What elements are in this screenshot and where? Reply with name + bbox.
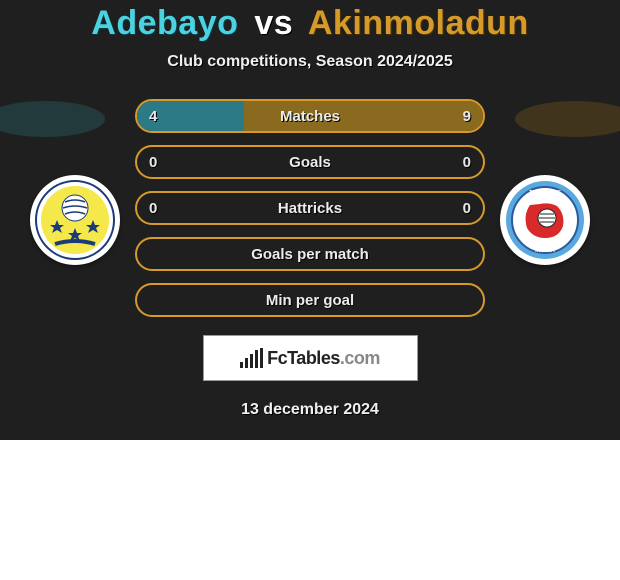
svg-text:TORNADOES: TORNADOES — [529, 190, 562, 196]
stat-pill: Min per goal — [135, 283, 485, 317]
vs-label: vs — [254, 4, 293, 42]
stat-pill: Matches4 9 — [135, 99, 485, 133]
stat-value-left: 4 — [149, 108, 157, 125]
date-label: 13 december 2024 — [0, 401, 620, 419]
logo-text-main: FcTables — [267, 348, 340, 368]
stat-pill: Hattricks0 0 — [135, 191, 485, 225]
player2-club-badge: TORNADOES MINNA — [500, 175, 590, 265]
niger-tornadoes-badge-icon: TORNADOES MINNA — [505, 180, 585, 260]
sunshine-stars-badge-icon — [35, 180, 115, 260]
stat-pill: Goals per match — [135, 237, 485, 271]
stats-column: Matches49Goals00Hattricks00Goals per mat… — [135, 99, 485, 317]
player1-ellipse — [0, 101, 105, 137]
stat-label: Goals — [137, 154, 483, 171]
logo-text-suffix: .com — [340, 348, 380, 368]
stat-label: Min per goal — [137, 292, 483, 309]
fctables-logo: FcTables.com — [203, 335, 418, 381]
right-side-column: TORNADOES MINNA — [485, 99, 605, 265]
player1-club-badge — [30, 175, 120, 265]
comparison-title: Adebayo vs Akinmoladun — [0, 4, 620, 43]
stat-value-right: 0 — [463, 200, 471, 217]
player1-name: Adebayo — [91, 4, 238, 42]
player2-name: Akinmoladun — [308, 4, 529, 42]
logo-text: FcTables.com — [267, 348, 380, 369]
stat-value-left: 0 — [149, 200, 157, 217]
content-root: Adebayo vs Akinmoladun Club competitions… — [0, 0, 620, 419]
subtitle: Club competitions, Season 2024/2025 — [0, 53, 620, 71]
stat-label: Hattricks — [137, 200, 483, 217]
logo-bars-icon — [240, 348, 263, 368]
stat-pill: Goals0 0 — [135, 145, 485, 179]
left-side-column — [15, 99, 135, 265]
svg-text:MINNA: MINNA — [535, 248, 555, 254]
stat-value-right: 9 — [463, 108, 471, 125]
stat-value-left: 0 — [149, 154, 157, 171]
main-row: Matches49Goals00Hattricks00Goals per mat… — [0, 99, 620, 317]
stat-label: Goals per match — [137, 246, 483, 263]
stat-value-right: 0 — [463, 154, 471, 171]
stat-label: Matches — [137, 108, 483, 125]
player2-ellipse — [515, 101, 620, 137]
